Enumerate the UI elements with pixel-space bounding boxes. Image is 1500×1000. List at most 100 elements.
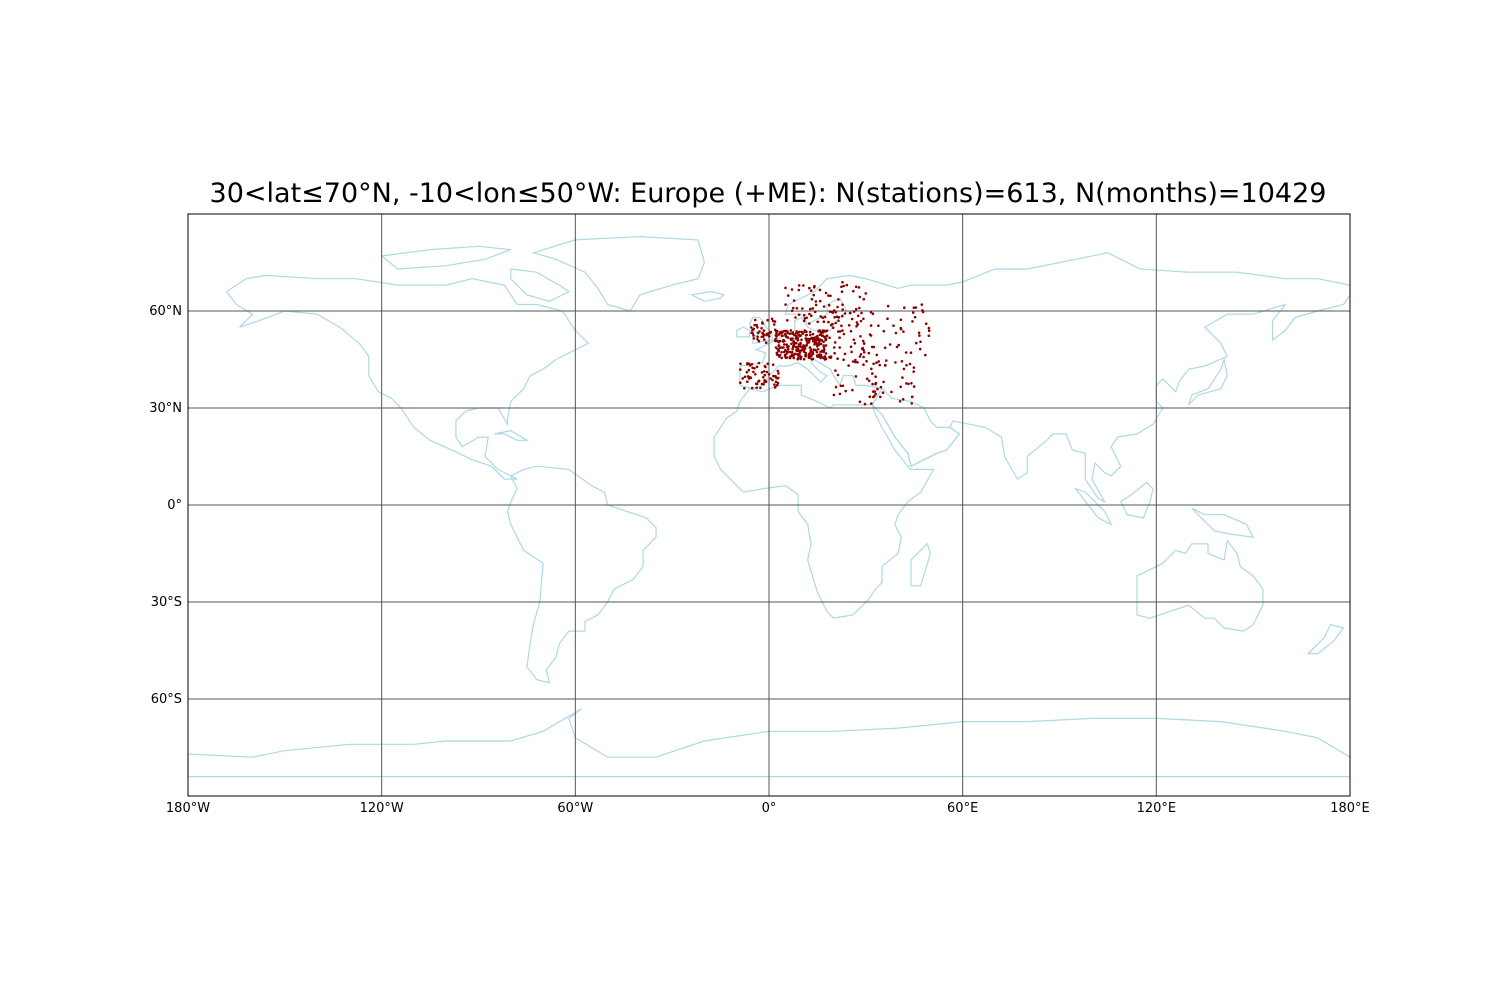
station-point xyxy=(854,358,857,362)
station-point xyxy=(762,370,766,373)
station-point xyxy=(833,316,836,319)
station-point xyxy=(882,380,885,384)
station-point xyxy=(784,303,787,306)
station-point xyxy=(858,355,862,358)
station-point xyxy=(859,335,862,338)
station-point xyxy=(885,359,888,362)
station-point xyxy=(753,323,756,327)
station-point xyxy=(777,372,780,375)
station-point xyxy=(768,335,771,338)
station-point xyxy=(849,345,853,349)
station-point xyxy=(912,366,916,369)
station-point xyxy=(823,315,827,319)
lon-tick-label: 120°W xyxy=(360,801,404,816)
station-point xyxy=(775,335,778,338)
lat-tick-label: 60°N xyxy=(149,304,182,319)
station-point xyxy=(741,377,744,380)
map-title: 30<lat≤70°N, -10<lon≤50°W: Europe (+ME):… xyxy=(209,178,1327,209)
station-point xyxy=(797,349,801,353)
station-point xyxy=(776,369,780,373)
station-point xyxy=(790,309,794,313)
station-point xyxy=(792,299,796,302)
station-point xyxy=(774,346,778,349)
station-point xyxy=(812,286,816,289)
lat-tick-label: 30°S xyxy=(151,595,182,610)
station-point xyxy=(910,382,913,385)
station-point xyxy=(836,357,839,361)
station-point xyxy=(813,310,817,314)
station-point xyxy=(841,384,845,388)
station-point xyxy=(879,395,882,399)
station-point xyxy=(844,389,847,393)
station-point xyxy=(773,339,777,342)
landmass-borneo xyxy=(1120,481,1154,519)
station-point xyxy=(903,306,906,310)
station-point xyxy=(831,326,835,330)
station-point xyxy=(868,395,872,399)
station-point xyxy=(823,355,827,358)
station-point xyxy=(856,361,859,364)
station-point xyxy=(773,320,777,323)
station-point xyxy=(784,286,787,290)
station-point xyxy=(802,319,806,323)
station-point xyxy=(790,288,794,291)
station-point xyxy=(902,330,905,333)
station-point xyxy=(792,344,796,347)
station-point xyxy=(747,368,751,372)
station-point xyxy=(776,377,779,380)
lon-tick-label: 180°W xyxy=(166,801,210,816)
lon-tick-label: 0° xyxy=(762,801,777,816)
station-point xyxy=(927,334,931,338)
station-point xyxy=(853,341,857,345)
station-point xyxy=(785,343,789,347)
station-point xyxy=(798,352,801,356)
station-point xyxy=(774,380,778,384)
station-point xyxy=(861,339,865,343)
station-point xyxy=(912,306,916,310)
station-point xyxy=(882,329,886,333)
station-point xyxy=(777,344,781,347)
station-point xyxy=(797,288,801,292)
station-point xyxy=(854,375,858,378)
station-point xyxy=(867,379,871,383)
station-point xyxy=(766,362,769,366)
station-point xyxy=(757,380,760,383)
station-point xyxy=(811,350,814,354)
station-point xyxy=(847,364,850,367)
station-point xyxy=(750,326,753,329)
station-point xyxy=(842,332,846,336)
station-point xyxy=(787,350,791,354)
station-point xyxy=(838,336,841,340)
station-point xyxy=(739,368,742,371)
station-point xyxy=(920,303,924,306)
lon-tick-label: 180°E xyxy=(1330,801,1370,816)
station-point xyxy=(743,375,747,379)
station-point xyxy=(794,345,798,349)
station-point xyxy=(924,322,928,326)
station-point xyxy=(773,386,777,389)
station-point xyxy=(791,332,795,336)
station-point xyxy=(852,289,855,293)
station-point xyxy=(872,390,875,393)
station-point xyxy=(786,319,789,322)
station-point xyxy=(808,312,811,316)
station-point xyxy=(900,360,904,363)
station-point xyxy=(871,312,875,316)
coastlines xyxy=(187,235,1351,778)
station-point xyxy=(827,320,830,324)
station-points xyxy=(739,280,931,406)
station-point xyxy=(911,311,915,314)
station-point xyxy=(865,377,869,381)
station-point xyxy=(807,354,811,358)
station-point xyxy=(849,311,852,315)
station-point xyxy=(918,334,921,337)
station-point xyxy=(869,324,873,327)
station-point xyxy=(773,383,776,386)
station-point xyxy=(795,331,798,335)
station-point xyxy=(797,330,801,334)
station-point xyxy=(897,343,900,347)
station-point xyxy=(756,331,760,335)
station-point xyxy=(909,351,913,355)
landmass-africa xyxy=(713,384,935,619)
station-point xyxy=(799,357,802,361)
